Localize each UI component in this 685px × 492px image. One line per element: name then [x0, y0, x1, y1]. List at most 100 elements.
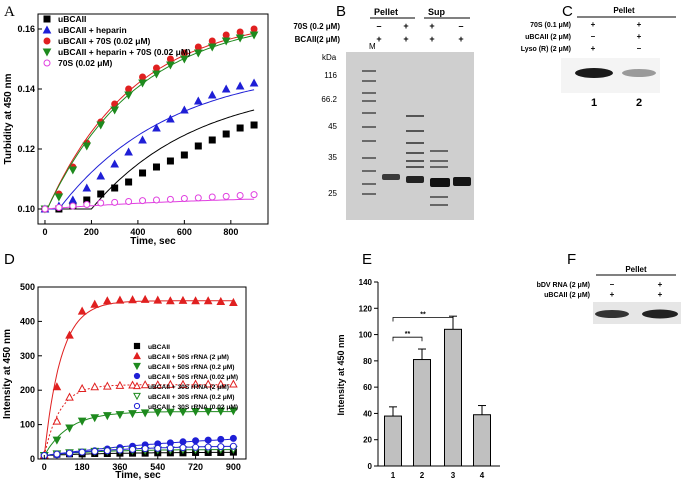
gel-b-ladder-band — [362, 170, 376, 172]
chart-e-category-label: 1 — [391, 471, 396, 480]
chart-e-ytick-label: 100 — [359, 331, 373, 340]
chart-a-legend-marker — [43, 37, 51, 45]
chart-a-point — [194, 194, 202, 202]
chart-d-fit-line — [44, 438, 233, 457]
chart-d-point — [216, 379, 226, 388]
chart-d-point — [217, 443, 225, 451]
chart-e-category-label: 4 — [480, 471, 485, 480]
chart-a-legend-label: uBCAII + heparin — [58, 25, 127, 35]
chart-a-point — [221, 84, 231, 93]
gel-f-group-label: Pellet — [625, 265, 647, 274]
chart-a-xtick-label: 600 — [177, 227, 192, 237]
chart-d-point — [128, 380, 137, 389]
gel-f-row2-label: uBCAII (2 μM) — [544, 292, 590, 299]
gel-f-row1-label: bDV RNA (2 μM) — [537, 282, 590, 289]
gel-b-row1-sign: – — [376, 21, 381, 31]
chart-d-point — [116, 446, 124, 454]
gel-f-band-lane1 — [595, 310, 629, 318]
chart-d-point — [141, 445, 149, 453]
chart-d-fit-line — [43, 411, 233, 456]
panel-label-e: E — [362, 251, 372, 268]
chart-a-point — [111, 198, 119, 206]
chart-a-point — [69, 202, 77, 210]
chart-a-point — [139, 197, 147, 205]
chart-a-point — [236, 124, 244, 132]
chart-d-point — [78, 448, 86, 456]
chart-a-point — [208, 136, 216, 144]
chart-d-legend-label: uBCAII + 30S rRNA (0.2 μM) — [148, 394, 234, 401]
chart-e-ytick-label: 140 — [359, 278, 373, 287]
chart-a-legend-marker — [42, 48, 52, 57]
gel-b-band — [406, 160, 424, 162]
gel-b-band — [406, 142, 424, 144]
gel-b-mw-label: 35 — [328, 153, 337, 162]
chart-a-point — [180, 195, 188, 202]
chart-a-point — [83, 201, 91, 208]
gel-b-band — [406, 130, 424, 132]
chart-d-ytick-label: 300 — [20, 351, 35, 361]
gel-b-group-sup: Sup — [428, 7, 446, 17]
chart-a-point — [152, 70, 161, 79]
panel-label-d: D — [4, 251, 15, 268]
chart-a-point — [139, 169, 147, 177]
chart-d-fit-line — [44, 451, 233, 457]
chart-d-point — [166, 379, 175, 388]
chart-a-point — [207, 43, 217, 52]
chart-e-significance-label: ** — [420, 311, 426, 318]
chart-a-xtick-label: 200 — [84, 227, 99, 237]
chart-d-xtick-label: 540 — [150, 462, 165, 472]
chart-d-legend-marker — [133, 381, 141, 390]
chart-d-point — [115, 411, 125, 420]
gel-b: 70S (0.2 μM) BCAII(2 μM) Pellet Sup – + + +… — [293, 7, 474, 220]
chart-a-point — [250, 121, 258, 129]
chart-e-ytick-label: 60 — [363, 383, 372, 392]
chart-a-point — [111, 184, 119, 192]
chart-a-point — [82, 142, 92, 151]
chart-a-point — [221, 37, 231, 46]
chart-a-point — [180, 55, 189, 64]
chart-d: 0 180 360 540 720 900 0 100 200 300 400 500 Time, s… — [2, 282, 247, 481]
chart-a-point — [249, 31, 259, 40]
chart-a-point — [125, 198, 133, 205]
chart-d-ylabel: Intensity at 450 nm — [2, 329, 13, 419]
gel-b-mw-label: 25 — [328, 189, 337, 198]
gel-b-row1-sign: + — [429, 21, 434, 31]
chart-a-xtick-label: 400 — [130, 227, 145, 237]
gel-c-lane-number: 2 — [636, 97, 642, 109]
chart-e: 1 2 3 4 ** ** 0 20 40 60 80 100 120 140 Intensity at… — [336, 278, 500, 480]
gel-c-lane-number: 1 — [591, 97, 597, 109]
gel-c-row1-sign: + — [637, 20, 642, 29]
chart-d-point — [203, 379, 213, 388]
chart-d-point — [178, 379, 188, 388]
gel-b-row1-sign: – — [458, 21, 463, 31]
chart-d-point — [102, 381, 112, 390]
chart-d-point — [166, 444, 174, 452]
chart-d-point — [153, 380, 163, 389]
gel-c-row3-label: Lyso (R) (2 μM) — [521, 46, 571, 53]
chart-d-point — [179, 438, 187, 446]
chart-d-xtick-label: 900 — [226, 462, 241, 472]
chart-d-point — [166, 408, 175, 417]
chart-d-xtick-label: 0 — [42, 462, 47, 472]
chart-d-point — [52, 436, 62, 445]
gel-b-ladder-band — [362, 100, 376, 102]
chart-d-legend-marker — [133, 362, 141, 371]
chart-a-legend-label: 70S (0.02 μM) — [58, 58, 113, 68]
gel-c-row2-label: uBCAII (2 μM) — [525, 34, 571, 41]
chart-a-legend-label: uBCAII + heparin + 70S (0.02 μM) — [58, 47, 191, 57]
chart-a-point — [124, 147, 133, 156]
chart-d-ytick-label: 0 — [30, 454, 35, 464]
gel-b-mw-label: 45 — [328, 122, 337, 131]
gel-b-band — [430, 196, 448, 198]
chart-a-point — [236, 192, 244, 199]
chart-d-fit-line — [44, 445, 233, 457]
chart-a-point — [96, 171, 106, 180]
chart-a-point — [208, 37, 216, 45]
chart-d-legend-marker — [133, 372, 141, 380]
chart-d-point — [178, 408, 188, 417]
chart-d-point — [140, 294, 150, 303]
chart-d-point — [90, 382, 100, 391]
chart-e-ytick-label: 80 — [363, 357, 372, 366]
gel-c-band-lane1 — [575, 68, 613, 78]
gel-b-band — [430, 204, 448, 206]
